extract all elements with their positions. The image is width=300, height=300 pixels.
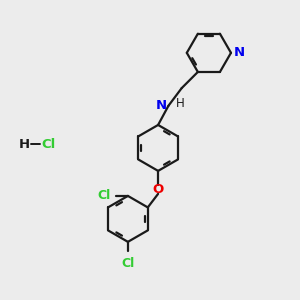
Text: H: H	[176, 97, 184, 110]
Text: N: N	[156, 99, 167, 112]
Text: Cl: Cl	[41, 138, 55, 151]
Text: O: O	[152, 183, 164, 196]
Text: Cl: Cl	[98, 189, 111, 203]
Text: N: N	[233, 46, 244, 59]
Text: Cl: Cl	[121, 257, 134, 270]
Text: H: H	[19, 138, 30, 151]
